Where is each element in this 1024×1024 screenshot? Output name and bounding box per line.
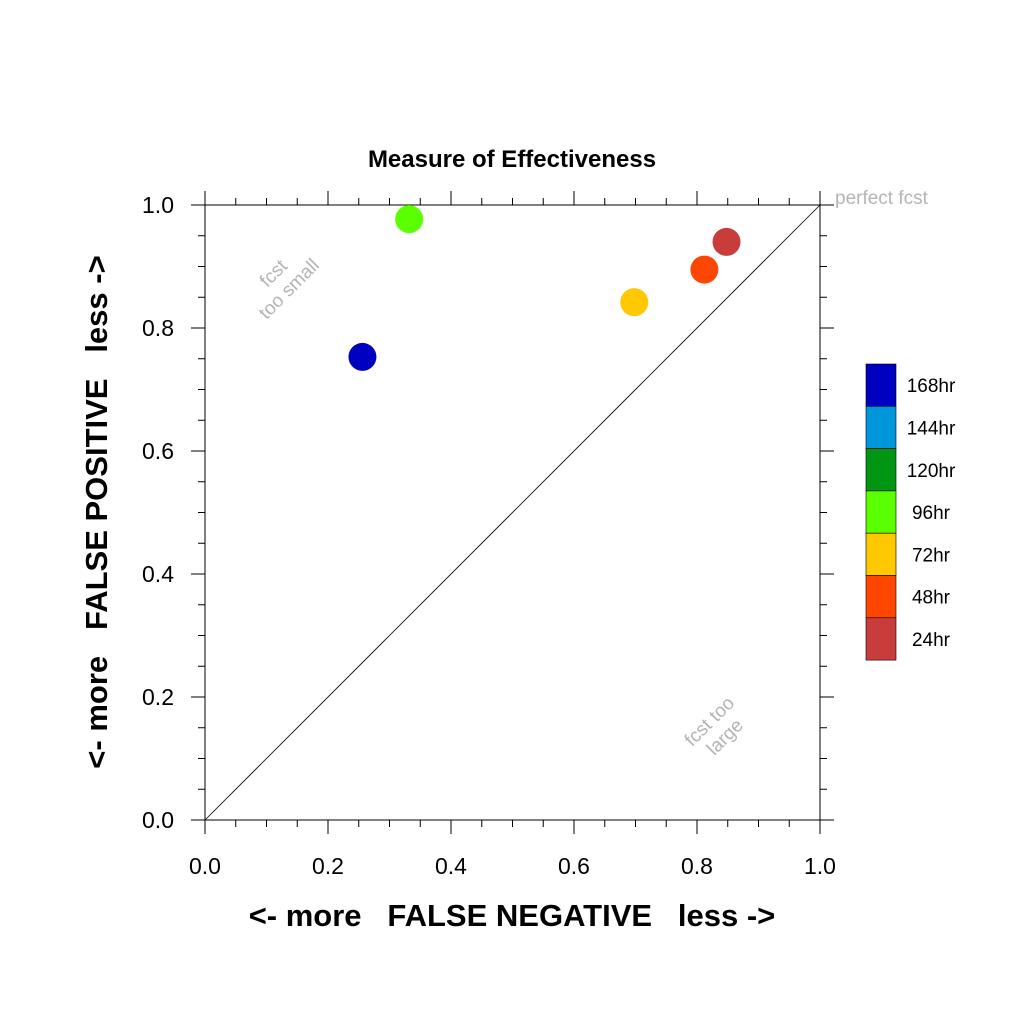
legend-label-144hr: 144hr	[907, 418, 956, 439]
x-tick-label: 0.4	[435, 853, 467, 879]
legend-label-72hr: 72hr	[912, 545, 951, 566]
data-point-48hr	[690, 255, 719, 284]
axes: 0.0 0.2 0.4 0.6 0.8 1.0 0.0 0.2 0.4 0.6 0.8 1.0	[142, 191, 836, 879]
legend-label-24hr: 24hr	[912, 630, 951, 651]
annotation-too-large: fcst too large	[681, 693, 748, 760]
data-point-96hr	[395, 205, 424, 234]
legend-label-120hr: 120hr	[907, 461, 956, 482]
data-point-24hr	[712, 227, 741, 256]
legend-label-96hr: 96hr	[912, 503, 951, 524]
y-tick-label: 0.6	[142, 438, 174, 464]
legend-swatch-72hr	[865, 532, 897, 576]
legend-swatch-96hr	[865, 490, 897, 534]
legend-swatch-24hr	[865, 617, 897, 661]
legend-label-48hr: 48hr	[912, 588, 951, 609]
x-tick-label: 0.6	[558, 853, 590, 879]
x-tick-label: 0.2	[312, 853, 344, 879]
y-tick-label: 1.0	[142, 192, 174, 218]
perfect-forecast-diagonal	[204, 204, 821, 821]
annotation-too-small: fcst too small	[255, 255, 324, 324]
y-tick-label: 0.8	[142, 315, 174, 341]
legend-swatch-144hr	[865, 405, 897, 449]
y-axis-label: <- more FALSE POSITIVE less ->	[79, 255, 114, 768]
annotation-too-small-line2: too small	[255, 255, 324, 324]
x-axis-label: <- more FALSE NEGATIVE less ->	[249, 898, 776, 933]
legend-swatch-120hr	[865, 448, 897, 492]
x-tick-label: 0.8	[681, 853, 713, 879]
legend-label-168hr: 168hr	[907, 376, 956, 397]
legend: 168hr 144hr 120hr 96hr 72hr 48hr 24hr	[865, 363, 956, 661]
y-tick-label: 0.0	[142, 807, 174, 833]
y-tick-label: 0.4	[142, 561, 174, 587]
legend-swatch-168hr	[865, 363, 897, 407]
annotation-perfect-fcst: perfect fcst	[835, 188, 929, 209]
chart-title: Measure of Effectiveness	[368, 146, 656, 173]
x-tick-label: 0.0	[189, 853, 221, 879]
data-point-168hr	[348, 342, 377, 371]
annotations: perfect fcst fcst too small fcst too lar…	[255, 188, 929, 760]
x-tick-label: 1.0	[804, 853, 836, 879]
y-tick-label: 0.2	[142, 684, 174, 710]
data-point-72hr	[620, 288, 649, 317]
legend-swatch-48hr	[865, 575, 897, 619]
data-points	[348, 205, 741, 371]
